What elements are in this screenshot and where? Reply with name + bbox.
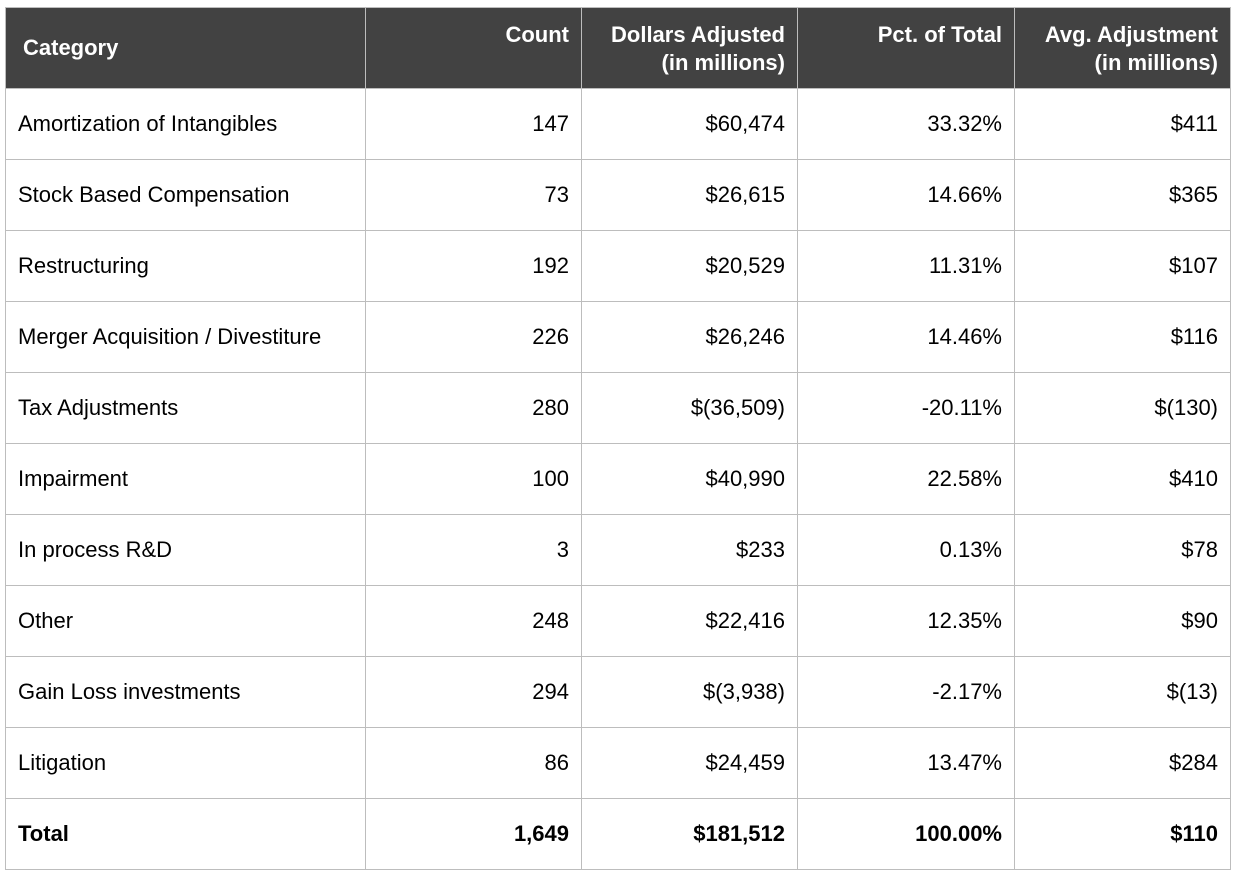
cell-pct-of-total: 11.31%: [797, 230, 1015, 302]
table-row: Stock Based Compensation 73 $26,615 14.6…: [5, 159, 1231, 231]
cell-category: Stock Based Compensation: [5, 159, 366, 231]
cell-avg-adjustment: $365: [1014, 159, 1231, 231]
cell-category: Tax Adjustments: [5, 372, 366, 444]
cell-dollars-adjusted: $(36,509): [581, 372, 798, 444]
cell-dollars-adjusted: $40,990: [581, 443, 798, 515]
cell-pct-of-total: -2.17%: [797, 656, 1015, 728]
table-row: Restructuring 192 $20,529 11.31% $107: [5, 230, 1231, 302]
cell-category: Impairment: [5, 443, 366, 515]
header-dollars-adjusted: Dollars Adjusted (in millions): [581, 7, 798, 89]
cell-avg-adjustment: $410: [1014, 443, 1231, 515]
table-row: Impairment 100 $40,990 22.58% $410: [5, 443, 1231, 515]
cell-pct-of-total: -20.11%: [797, 372, 1015, 444]
cell-dollars-adjusted: $24,459: [581, 727, 798, 799]
table-row: Gain Loss investments 294 $(3,938) -2.17…: [5, 656, 1231, 728]
table-row: In process R&D 3 $233 0.13% $78: [5, 514, 1231, 586]
total-dollars-adjusted: $181,512: [581, 798, 798, 870]
cell-category: Amortization of Intangibles: [5, 88, 366, 160]
header-row: Category Count Dollars Adjusted (in mill…: [5, 7, 1231, 89]
cell-pct-of-total: 14.66%: [797, 159, 1015, 231]
cell-dollars-adjusted: $233: [581, 514, 798, 586]
cell-count: 3: [365, 514, 582, 586]
cell-dollars-adjusted: $60,474: [581, 88, 798, 160]
cell-avg-adjustment: $78: [1014, 514, 1231, 586]
total-pct-of-total: 100.00%: [797, 798, 1015, 870]
header-avg-adjustment: Avg. Adjustment (in millions): [1014, 7, 1231, 89]
cell-pct-of-total: 13.47%: [797, 727, 1015, 799]
cell-category: Other: [5, 585, 366, 657]
cell-avg-adjustment: $411: [1014, 88, 1231, 160]
cell-count: 73: [365, 159, 582, 231]
table-container: Category Count Dollars Adjusted (in mill…: [5, 7, 1231, 870]
table-row: Other 248 $22,416 12.35% $90: [5, 585, 1231, 657]
table-row: Amortization of Intangibles 147 $60,474 …: [5, 88, 1231, 160]
cell-category: Restructuring: [5, 230, 366, 302]
cell-avg-adjustment: $116: [1014, 301, 1231, 373]
total-label: Total: [5, 798, 366, 870]
cell-count: 248: [365, 585, 582, 657]
header-count: Count: [365, 7, 582, 89]
cell-dollars-adjusted: $20,529: [581, 230, 798, 302]
cell-avg-adjustment: $90: [1014, 585, 1231, 657]
header-category: Category: [5, 7, 366, 89]
cell-category: Litigation: [5, 727, 366, 799]
cell-pct-of-total: 0.13%: [797, 514, 1015, 586]
total-count: 1,649: [365, 798, 582, 870]
cell-pct-of-total: 33.32%: [797, 88, 1015, 160]
cell-count: 280: [365, 372, 582, 444]
cell-dollars-adjusted: $26,246: [581, 301, 798, 373]
header-pct-of-total: Pct. of Total: [797, 7, 1015, 89]
cell-pct-of-total: 14.46%: [797, 301, 1015, 373]
table-row: Tax Adjustments 280 $(36,509) -20.11% $(…: [5, 372, 1231, 444]
cell-count: 86: [365, 727, 582, 799]
cell-count: 147: [365, 88, 582, 160]
cell-count: 192: [365, 230, 582, 302]
adjustments-table: Category Count Dollars Adjusted (in mill…: [5, 7, 1231, 870]
cell-avg-adjustment: $(13): [1014, 656, 1231, 728]
cell-category: Gain Loss investments: [5, 656, 366, 728]
cell-pct-of-total: 22.58%: [797, 443, 1015, 515]
cell-count: 226: [365, 301, 582, 373]
cell-count: 294: [365, 656, 582, 728]
cell-count: 100: [365, 443, 582, 515]
table-row: Merger Acquisition / Divestiture 226 $26…: [5, 301, 1231, 373]
cell-pct-of-total: 12.35%: [797, 585, 1015, 657]
table-row: Litigation 86 $24,459 13.47% $284: [5, 727, 1231, 799]
total-avg-adjustment: $110: [1014, 798, 1231, 870]
cell-avg-adjustment: $107: [1014, 230, 1231, 302]
cell-category: In process R&D: [5, 514, 366, 586]
cell-avg-adjustment: $(130): [1014, 372, 1231, 444]
cell-avg-adjustment: $284: [1014, 727, 1231, 799]
cell-dollars-adjusted: $(3,938): [581, 656, 798, 728]
cell-dollars-adjusted: $26,615: [581, 159, 798, 231]
cell-dollars-adjusted: $22,416: [581, 585, 798, 657]
cell-category: Merger Acquisition / Divestiture: [5, 301, 366, 373]
total-row: Total 1,649 $181,512 100.00% $110: [5, 798, 1231, 870]
